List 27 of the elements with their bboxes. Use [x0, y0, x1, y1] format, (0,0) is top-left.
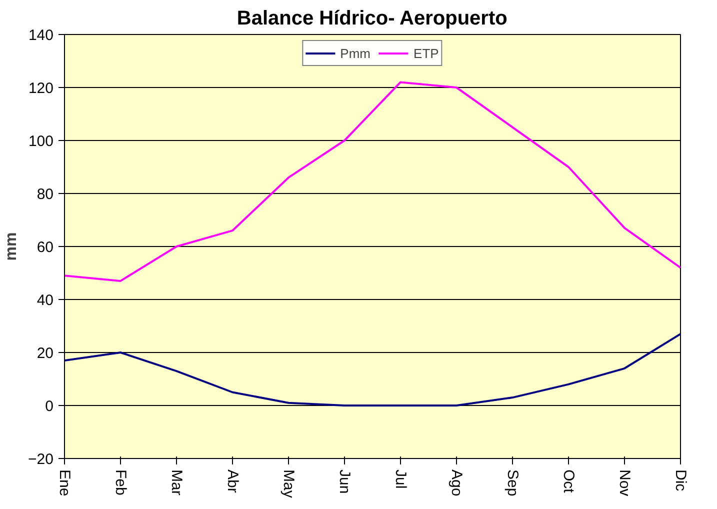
legend-label: ETP [414, 46, 439, 60]
x-tick-label: Jun [336, 470, 353, 494]
y-tick-label: 100 [28, 133, 54, 150]
x-tick-label: Dic [672, 470, 689, 492]
line-series [64, 332, 680, 406]
x-tick-label: Mar [168, 470, 185, 496]
y-tick-label: 40 [36, 292, 54, 309]
y-axis-title: mm [3, 232, 20, 261]
line-series [64, 81, 680, 282]
x-tick-label: Jul [392, 470, 409, 489]
y-tick-label: 80 [36, 186, 54, 203]
chart-title: Balance Hídrico- Aeropuerto [236, 8, 508, 30]
x-tick-label: Oct [560, 470, 577, 494]
x-tick-label: Feb [112, 470, 129, 496]
x-tick-label: Ago [448, 470, 465, 496]
y-tick-label: −20 [28, 451, 54, 468]
y-tick-label: 20 [36, 345, 54, 362]
y-tick-label: 120 [28, 80, 54, 97]
x-tick-label: May [280, 470, 297, 498]
y-tick-label: 0 [45, 398, 54, 415]
y-tick-label: 140 [28, 27, 54, 44]
x-tick-label: Abr [224, 470, 241, 493]
y-tick-label: 60 [36, 239, 54, 256]
x-tick-label: Sep [504, 470, 521, 496]
legend-label: Pmm [340, 46, 371, 60]
x-tick-label: Ene [56, 470, 73, 496]
x-tick-label: Nov [616, 470, 633, 497]
